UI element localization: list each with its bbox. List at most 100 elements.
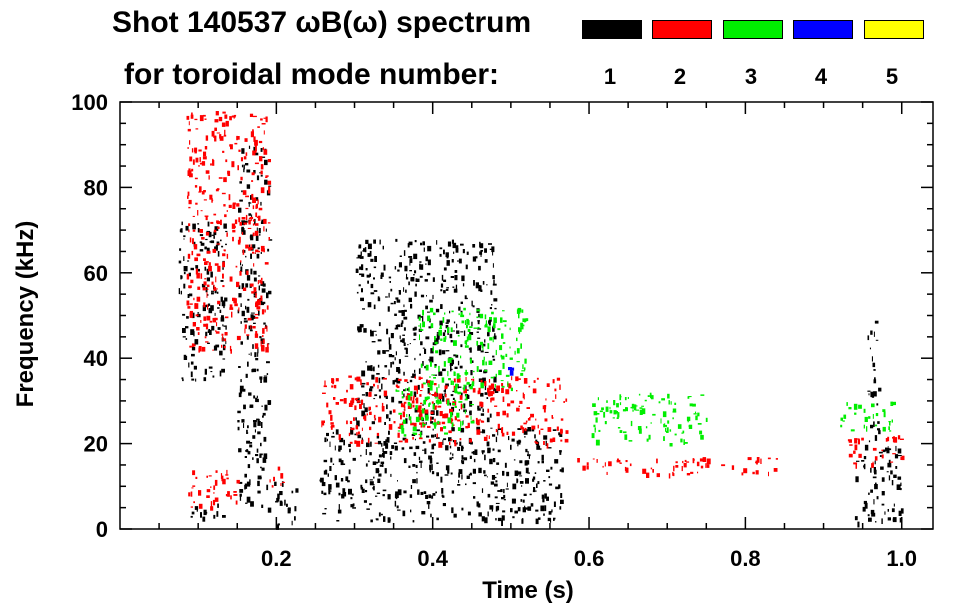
series-1-point — [242, 388, 246, 392]
series-1-point — [429, 457, 433, 464]
series-3-point — [431, 374, 435, 376]
series-3-point — [635, 409, 639, 411]
series-2-point — [346, 389, 348, 393]
series-2-point — [606, 471, 608, 475]
series-1-point — [250, 253, 252, 259]
series-1-point — [414, 270, 417, 274]
series-3-point — [428, 403, 430, 407]
series-2-point — [224, 114, 228, 119]
series-3-point — [516, 309, 521, 314]
series-1-point — [537, 517, 541, 520]
series-2-point — [361, 399, 364, 405]
series-2-feature-1 — [186, 111, 272, 354]
series-1-point — [484, 392, 488, 395]
series-1-point — [374, 461, 378, 464]
series-1-point — [491, 304, 493, 306]
series-2-point — [322, 392, 326, 394]
series-1-point — [486, 284, 488, 286]
series-1-point — [330, 457, 333, 463]
series-1-point — [463, 403, 466, 409]
series-2-point — [440, 427, 443, 432]
series-2-point — [206, 475, 208, 478]
series-2-point — [333, 384, 337, 389]
series-1-point — [492, 275, 495, 280]
series-2-point — [226, 253, 229, 259]
series-1-point — [208, 308, 213, 312]
series-2-point — [250, 247, 253, 250]
series-2-point — [438, 393, 443, 399]
series-1-point — [436, 462, 439, 464]
series-2-point — [323, 385, 327, 388]
series-1-point — [887, 517, 891, 521]
series-1-point — [370, 365, 373, 372]
series-1-point — [360, 454, 362, 457]
series-2-point — [624, 466, 627, 471]
series-2-point — [360, 379, 362, 386]
series-1-point — [431, 464, 433, 471]
series-3-point — [408, 416, 412, 420]
series-2-point — [376, 432, 380, 436]
series-1-point — [431, 444, 435, 450]
series-1-point — [547, 447, 552, 449]
series-2-point — [240, 157, 243, 162]
series-1-point — [405, 418, 408, 424]
series-2-point — [396, 385, 400, 389]
series-1-point — [267, 400, 271, 405]
series-2-point — [397, 426, 402, 429]
series-1-point — [182, 328, 186, 333]
legend-swatch-1 — [582, 20, 642, 39]
series-2-point — [223, 338, 227, 342]
series-3-point — [435, 350, 439, 354]
series-1-point — [240, 266, 243, 272]
series-1-point — [510, 508, 513, 513]
series-1-point — [477, 331, 479, 333]
series-3-point — [464, 398, 468, 401]
series-2-point — [206, 315, 211, 321]
series-1-point — [427, 311, 430, 313]
series-3-point — [498, 370, 502, 376]
series-3-point — [434, 365, 437, 368]
series-1-point — [497, 428, 502, 430]
series-2-point — [767, 457, 771, 460]
series-2-point — [229, 116, 232, 121]
series-2-point — [543, 441, 545, 445]
series-2-point — [256, 306, 261, 310]
series-3-point — [510, 387, 513, 392]
series-3-point — [443, 337, 446, 342]
series-1-point — [402, 437, 407, 441]
series-2-point — [467, 422, 470, 428]
series-1-point — [328, 484, 332, 490]
series-1-point — [216, 291, 219, 294]
legend-label-1: 1 — [603, 64, 617, 89]
series-1-point — [417, 489, 420, 495]
series-2-point — [200, 273, 203, 279]
series-1-point — [857, 521, 860, 528]
series-3-point — [699, 430, 703, 435]
series-2-point — [673, 473, 675, 477]
series-1-point — [416, 429, 420, 432]
series-1-point — [525, 460, 530, 465]
series-3-point — [425, 414, 429, 421]
x-tick-label: 0.4 — [417, 546, 448, 571]
series-1-point — [863, 456, 867, 460]
series-2-point — [192, 238, 194, 245]
series-1-point — [482, 281, 485, 285]
series-1-point — [870, 467, 872, 473]
series-1-point — [413, 452, 417, 456]
series-1-point — [469, 332, 474, 335]
series-1-point — [378, 473, 382, 477]
series-3-point — [705, 417, 708, 422]
series-2-point — [252, 115, 257, 118]
series-2-point — [188, 199, 192, 205]
series-1-point — [195, 378, 197, 382]
series-1-point — [873, 499, 875, 505]
series-2-point — [256, 216, 260, 218]
series-1-point — [404, 309, 407, 312]
series-1-point — [488, 319, 491, 326]
series-3-point — [405, 388, 407, 391]
series-2-point — [675, 461, 678, 464]
series-2-point — [202, 156, 207, 160]
series-2-point — [201, 237, 205, 240]
series-2-point — [243, 222, 248, 225]
series-1-point — [878, 387, 882, 392]
